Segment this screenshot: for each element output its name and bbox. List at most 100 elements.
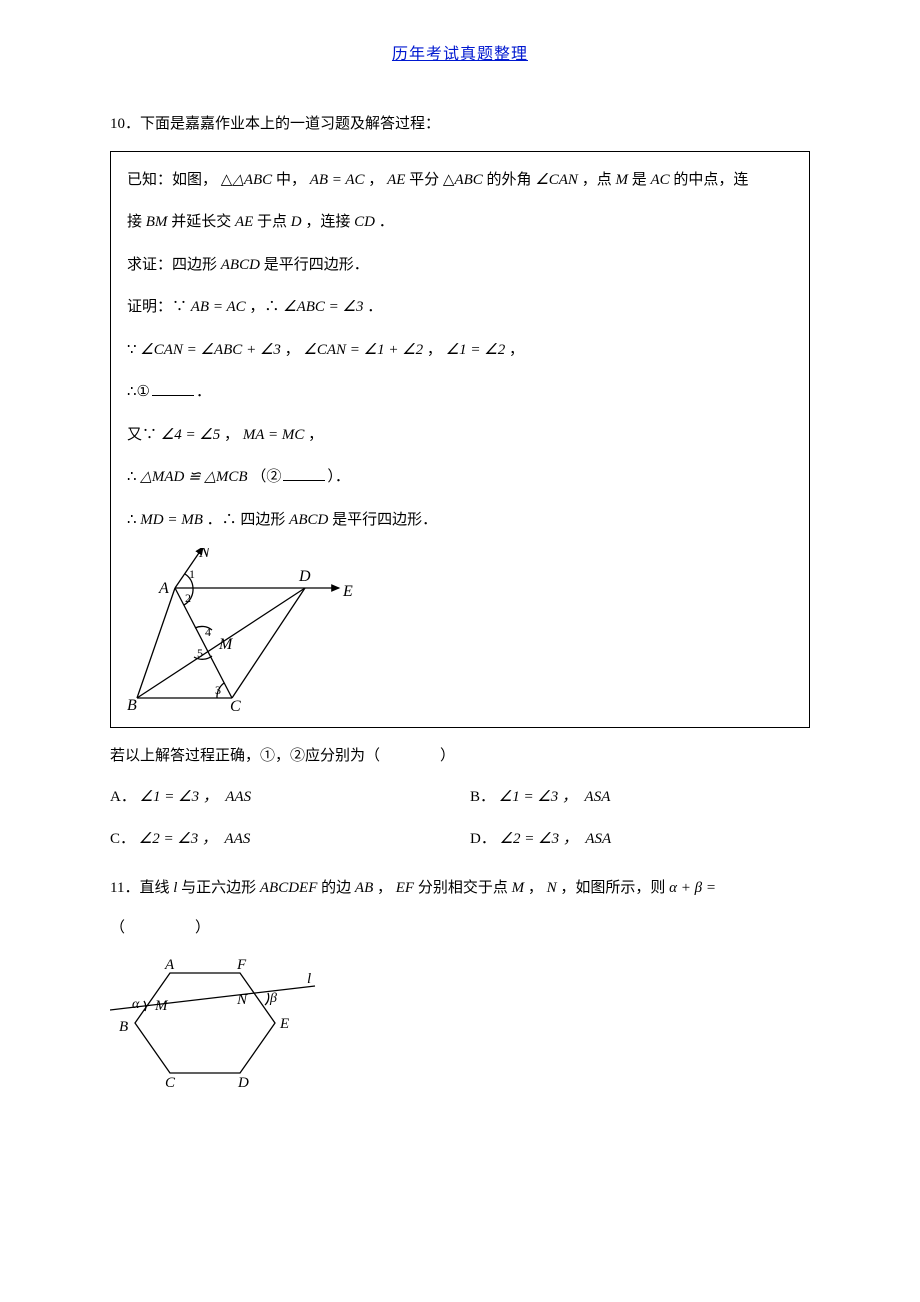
opt-text: ∠2 = ∠3 ， AAS bbox=[139, 831, 251, 847]
label-2: 2 bbox=[185, 591, 191, 605]
text: 又∵ bbox=[127, 427, 161, 443]
BM: BM bbox=[146, 214, 168, 230]
eq-ab-ac: AB = AC bbox=[310, 172, 365, 188]
text: 是平行四边形． bbox=[264, 257, 369, 273]
opt-A: A． ∠1 = ∠3 ， AAS bbox=[110, 783, 450, 812]
opt-prefix: D． bbox=[470, 831, 496, 847]
text: ∴ bbox=[127, 512, 140, 528]
text: 求证：四边形 bbox=[127, 257, 221, 273]
ABCD: ABCD bbox=[221, 257, 260, 273]
text: 分别相交于点 bbox=[418, 880, 512, 896]
label-4: 4 bbox=[205, 625, 211, 639]
opt-B: B． ∠1 = ∠3 ， ASA bbox=[470, 783, 810, 812]
ABCDEF: ABCDEF bbox=[260, 880, 318, 896]
text: 已知：如图， bbox=[127, 172, 217, 188]
tri-abc: △△ABC bbox=[221, 172, 272, 188]
AE: AE bbox=[387, 172, 405, 188]
CD: CD bbox=[354, 214, 375, 230]
q10-proof-1: 证明：∵ AB = AC ，∴ ∠ABC = ∠3 ． bbox=[127, 293, 793, 322]
M: M bbox=[512, 880, 525, 896]
hexagon-diagram: A F E D C B M N l α β bbox=[110, 955, 335, 1090]
q10-prove: 求证：四边形 ABCD 是平行四边形． bbox=[127, 251, 793, 280]
label-B: B bbox=[119, 1019, 128, 1035]
text: 的中点，连 bbox=[673, 172, 748, 188]
q10-proof-3: 又∵ ∠4 = ∠5 ， MA = MC ， bbox=[127, 421, 793, 450]
text: ， bbox=[308, 427, 323, 443]
q11-paren: （ ） bbox=[110, 914, 810, 943]
q10-given-1: 已知：如图， △△ABC 中， AB = AC ， AE 平分 △ABC 的外角… bbox=[127, 166, 793, 195]
q10-diagram: N A D E M B C 1 2 3 4 5 bbox=[127, 548, 793, 713]
label-E: E bbox=[279, 1016, 289, 1032]
label-1: 1 bbox=[189, 567, 195, 581]
tri-abc-2: △ABC bbox=[443, 172, 483, 188]
q10-proof-4: ∴ MD = MB ．∴ 四边形 ABCD 是平行四边形． bbox=[127, 506, 793, 535]
text: 于点 bbox=[257, 214, 291, 230]
opt-prefix: B． bbox=[470, 789, 495, 805]
text: ∴ bbox=[127, 469, 140, 485]
D: D bbox=[291, 214, 302, 230]
text: ． bbox=[367, 299, 382, 315]
angle-can: ∠CAN bbox=[535, 172, 578, 188]
label-E: E bbox=[342, 583, 353, 600]
text: ，点 bbox=[582, 172, 616, 188]
text: 的边 bbox=[321, 880, 355, 896]
point-M: M bbox=[615, 172, 628, 188]
q10-box: 已知：如图， △△ABC 中， AB = AC ， AE 平分 △ABC 的外角… bbox=[110, 151, 810, 729]
text: ． bbox=[196, 384, 211, 400]
opt-text: ∠1 = ∠3 ， AAS bbox=[140, 789, 252, 805]
text: 是平行四边形． bbox=[332, 512, 437, 528]
text: ， bbox=[528, 880, 543, 896]
text: ， bbox=[224, 427, 239, 443]
text: ，连接 bbox=[305, 214, 354, 230]
label-M: M bbox=[154, 998, 169, 1014]
eq: ∠4 = ∠5 bbox=[161, 427, 221, 443]
page-header: 历年考试真题整理 bbox=[110, 40, 810, 70]
text: 与正六边形 bbox=[181, 880, 260, 896]
text: ， bbox=[368, 172, 383, 188]
alpha-plus-beta: α + β = bbox=[669, 880, 716, 896]
AC: AC bbox=[650, 172, 669, 188]
text: 并延长交 bbox=[171, 214, 235, 230]
opt-text: ∠2 = ∠3 ， ASA bbox=[500, 831, 612, 847]
label-N: N bbox=[236, 992, 248, 1008]
label-D: D bbox=[237, 1075, 249, 1090]
eq: MA = MC bbox=[243, 427, 305, 443]
text: ）． bbox=[327, 469, 350, 485]
text: ， bbox=[285, 342, 300, 358]
paren: （ ） bbox=[110, 920, 212, 936]
blank-2 bbox=[283, 467, 325, 482]
text: 若以上解答过程正确，①，②应分别为（ ） bbox=[110, 748, 455, 764]
q11-lead: 11．直线 l 与正六边形 ABCDEF 的边 AB ， EF 分别相交于点 M… bbox=[110, 874, 810, 903]
label-A: A bbox=[158, 580, 169, 597]
opt-D: D． ∠2 = ∠3 ， ASA bbox=[470, 825, 810, 854]
AE: AE bbox=[235, 214, 253, 230]
ABCD: ABCD bbox=[289, 512, 328, 528]
q11-diagram: A F E D C B M N l α β bbox=[110, 955, 810, 1090]
q10-proof-blank2: ∴ △MAD ≌ △MCB （②）． bbox=[127, 463, 793, 492]
text: ，∴ bbox=[249, 299, 283, 315]
text: ， bbox=[509, 342, 524, 358]
label-beta: β bbox=[269, 991, 277, 1006]
text: 11．直线 bbox=[110, 880, 173, 896]
text: ． bbox=[379, 214, 394, 230]
text: 证明：∵ bbox=[127, 299, 191, 315]
label-D: D bbox=[298, 568, 311, 585]
text: 平分 bbox=[409, 172, 439, 188]
text: ， bbox=[377, 880, 392, 896]
label-C: C bbox=[165, 1075, 176, 1090]
text: 是 bbox=[632, 172, 651, 188]
q10-proof-2: ∵ ∠CAN = ∠ABC + ∠3 ， ∠CAN = ∠1 + ∠2 ， ∠1… bbox=[127, 336, 793, 365]
label-C: C bbox=[230, 698, 241, 713]
opt-text: ∠1 = ∠3 ， ASA bbox=[499, 789, 611, 805]
q10-proof-blank1: ∴①． bbox=[127, 378, 793, 407]
N: N bbox=[547, 880, 557, 896]
eq: ∠CAN = ∠1 + ∠2 bbox=[303, 342, 423, 358]
label-F: F bbox=[236, 957, 247, 973]
q10-follow: 若以上解答过程正确，①，②应分别为（ ） bbox=[110, 742, 810, 771]
opt-prefix: A． bbox=[110, 789, 136, 805]
label-3: 3 bbox=[215, 683, 221, 697]
eq: AB = AC bbox=[191, 299, 246, 315]
eq: MD = MB bbox=[140, 512, 203, 528]
congruent: △MAD ≌ △MCB bbox=[140, 469, 247, 485]
label-alpha: α bbox=[132, 997, 140, 1012]
